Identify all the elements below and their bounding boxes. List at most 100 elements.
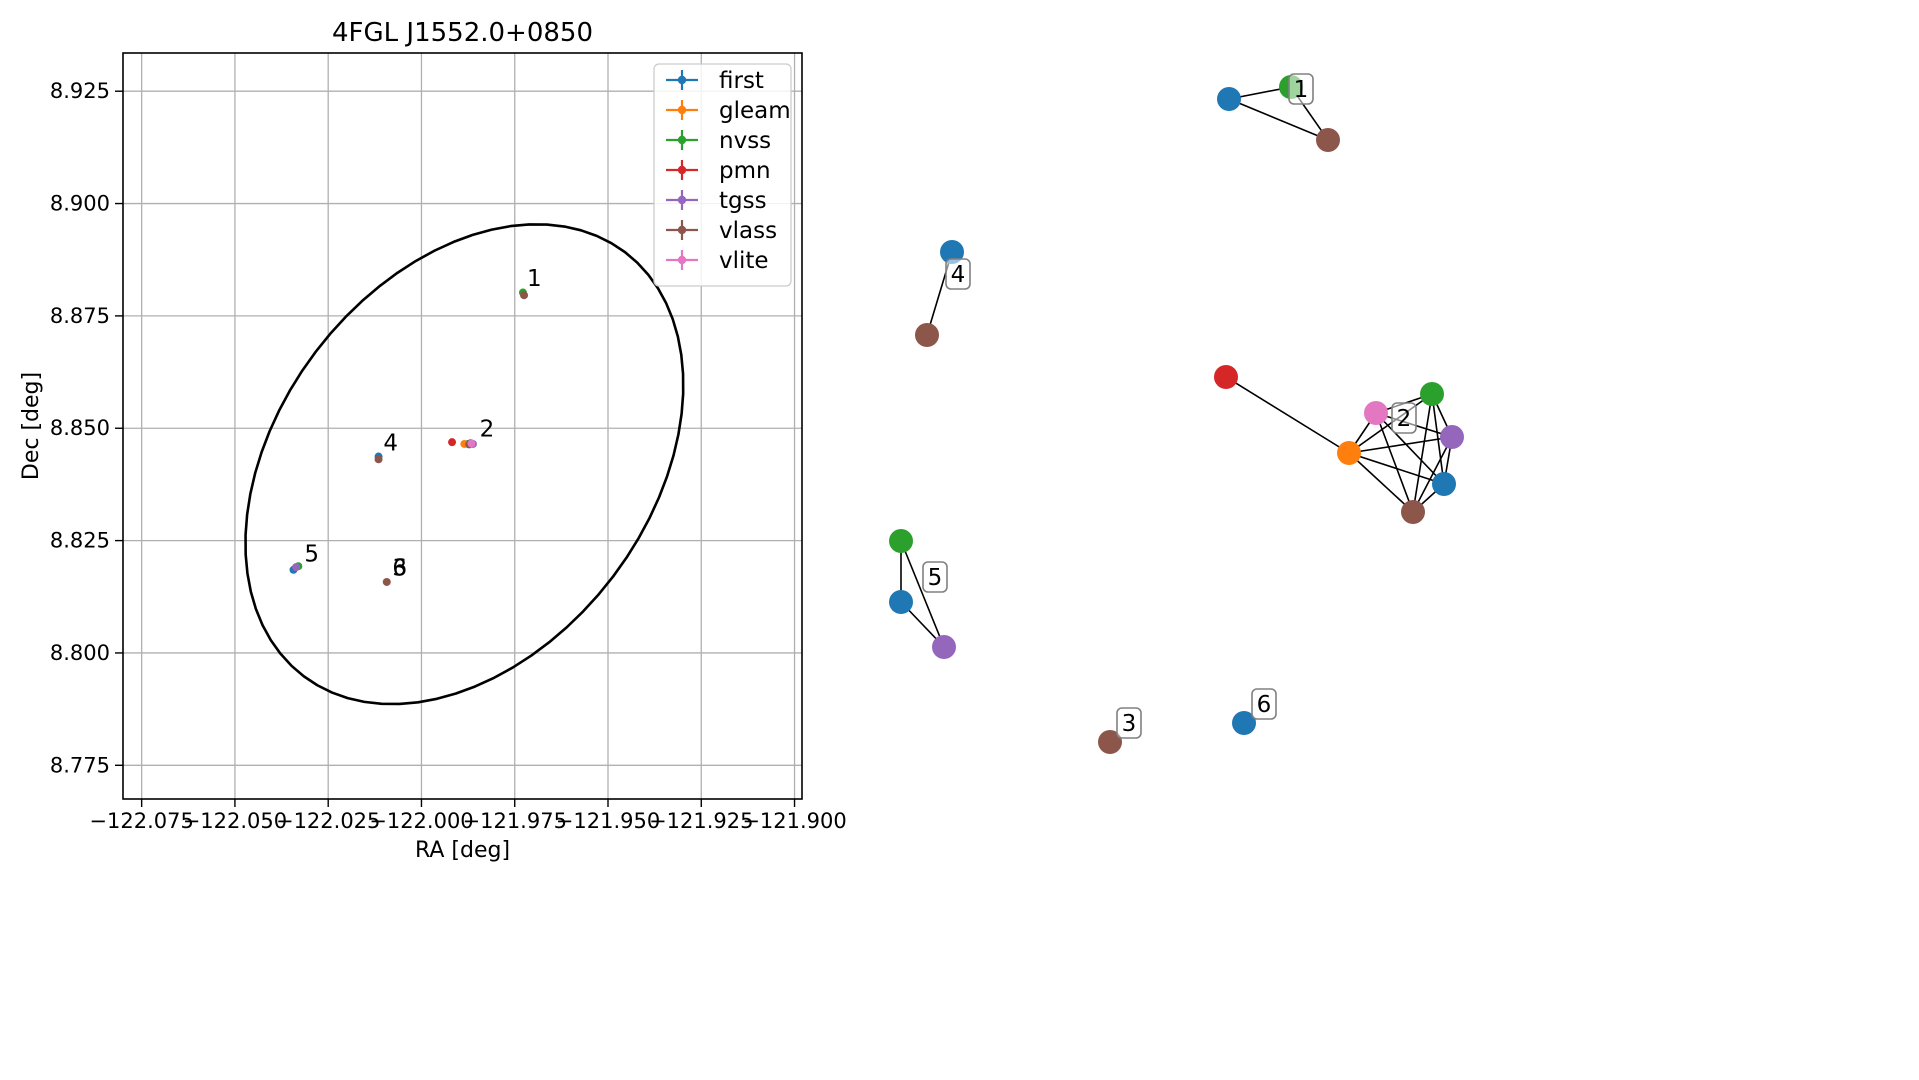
legend-label-vlass: vlass	[719, 218, 777, 244]
cluster-label-text: 3	[1122, 711, 1137, 737]
x-axis-ticks: −122.075−122.050−122.025−122.000−121.975…	[89, 799, 847, 833]
cluster-label-text: 2	[1397, 406, 1412, 432]
x-tick-label: −122.025	[276, 809, 380, 833]
x-tick-label: −122.075	[89, 809, 193, 833]
x-tick-label: −121.925	[649, 809, 753, 833]
legend-label-vlite: vlite	[719, 248, 769, 274]
network-edge	[1225, 376, 1350, 454]
network-node	[940, 240, 964, 264]
legend-marker-dot	[677, 195, 687, 205]
y-tick-label: 8.925	[50, 79, 110, 103]
cluster-label-box	[1251, 688, 1277, 720]
network-edge	[1228, 98, 1329, 141]
cluster-label-box	[1288, 73, 1314, 105]
network-edge	[1431, 393, 1445, 485]
network-node	[1214, 365, 1238, 389]
legend-marker-dot	[677, 165, 687, 175]
point-annotations: 1 2 3 4 5 6	[304, 266, 541, 581]
data-points	[289, 288, 529, 586]
network-edges	[900, 86, 1453, 648]
data-point-vlass	[374, 455, 383, 464]
x-tick-label: −121.975	[463, 809, 567, 833]
chart-title: 4FGL J1552.0+0850	[332, 18, 593, 48]
uncertainty-ellipse-layer	[244, 223, 685, 706]
cluster-label-box	[1391, 402, 1417, 434]
cluster-label-box	[945, 258, 971, 290]
legend-marker-dot	[677, 105, 687, 115]
legend-marker-dot	[677, 225, 687, 235]
point-annotation: 2	[480, 416, 495, 442]
y-tick-label: 8.800	[50, 641, 110, 665]
cluster-label: 4	[945, 258, 971, 290]
legend-marker-dot	[677, 135, 687, 145]
point-annotation: 1	[527, 266, 542, 292]
y-tick-label: 8.825	[50, 529, 110, 553]
network-edge	[900, 540, 945, 648]
x-tick-label: −122.050	[183, 809, 287, 833]
point-annotation: 3	[392, 556, 407, 582]
axes-frame	[122, 52, 803, 800]
legend-marker-dot	[677, 255, 687, 265]
data-point-vlass	[520, 291, 529, 300]
cluster-label-text: 1	[1294, 77, 1309, 103]
network-edge	[1348, 436, 1453, 454]
y-tick-label: 8.875	[50, 304, 110, 328]
network-node	[1364, 401, 1388, 425]
legend-label-gleam: gleam	[719, 98, 791, 124]
cluster-label: 1	[1288, 73, 1314, 105]
y-axis-ticks: 8.775 8.800 8.825 8.850 8.875 8.900 8.925	[50, 79, 123, 777]
uncertainty-ellipse	[244, 223, 685, 706]
network-edge	[1412, 393, 1433, 513]
x-tick-label: −121.900	[742, 809, 846, 833]
cluster-label: 2	[1391, 402, 1417, 434]
cluster-label-box	[1116, 707, 1142, 739]
x-tick-label: −122.000	[369, 809, 473, 833]
data-point-pmn	[448, 438, 457, 447]
cluster-label: 3	[1116, 707, 1142, 739]
legend-marker-dot	[677, 75, 687, 85]
data-point-vlite	[467, 439, 476, 448]
network-node	[1098, 730, 1122, 754]
crossmatch-network-graph: 1 4 2 5 3 6	[889, 73, 1464, 754]
cluster-label: 6	[1251, 688, 1277, 720]
legend-label-first: first	[719, 68, 764, 94]
network-edge	[1412, 436, 1453, 513]
cluster-labels: 1 4 2 5 3 6	[922, 73, 1417, 739]
cluster-label: 5	[922, 561, 948, 593]
y-axis-label: Dec [deg]	[19, 372, 44, 480]
network-edge	[1375, 412, 1445, 485]
network-node	[1432, 472, 1456, 496]
cluster-label-text: 6	[1257, 692, 1272, 718]
network-node	[1217, 87, 1241, 111]
network-node	[915, 323, 939, 347]
network-node	[1232, 711, 1256, 735]
point-annotation: 6	[392, 556, 407, 582]
network-node	[889, 529, 913, 553]
y-tick-label: 8.850	[50, 416, 110, 440]
y-tick-label: 8.900	[50, 192, 110, 216]
network-node	[932, 635, 956, 659]
x-axis-label: RA [deg]	[415, 838, 510, 863]
cluster-label-text: 4	[951, 262, 966, 288]
legend-label-pmn: pmn	[719, 158, 771, 184]
data-point-vlass	[382, 577, 391, 586]
data-point-tgss	[292, 563, 301, 572]
network-node	[1401, 500, 1425, 524]
legend: first gleam nvss pmn tgss vlass vlite	[653, 63, 792, 287]
network-edge	[1375, 412, 1414, 513]
point-annotation: 4	[383, 430, 398, 456]
network-node	[889, 590, 913, 614]
y-tick-label: 8.775	[50, 753, 110, 777]
legend-label-tgss: tgss	[719, 188, 767, 214]
network-nodes	[889, 75, 1464, 754]
legend-label-nvss: nvss	[719, 128, 771, 154]
network-node	[1440, 425, 1464, 449]
network-node	[1316, 128, 1340, 152]
grid	[123, 53, 802, 799]
network-edge	[1348, 393, 1433, 454]
network-node	[1420, 382, 1444, 406]
x-tick-label: −121.950	[556, 809, 660, 833]
network-node	[1337, 441, 1361, 465]
